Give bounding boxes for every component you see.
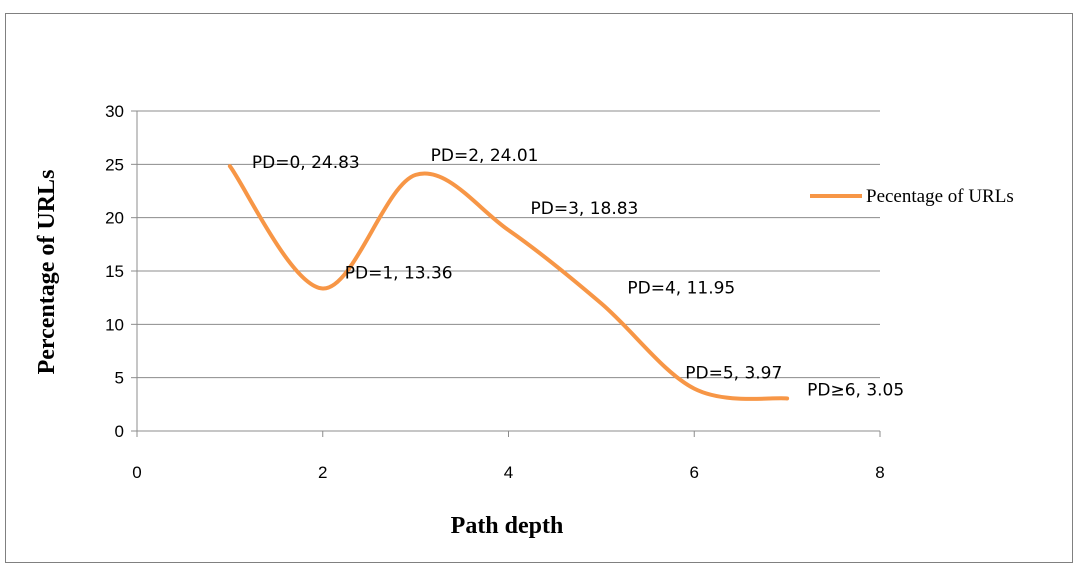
series-line [227, 164, 790, 401]
x-tick-label: 0 [132, 463, 141, 482]
y-tick-label: 15 [105, 262, 124, 281]
y-tick-label: 5 [115, 369, 124, 388]
data-label: PD=5, 3.97 [685, 364, 782, 384]
x-tick-label: 2 [318, 463, 327, 482]
data-label: PD=4, 11.95 [627, 279, 735, 299]
data-label: PD=0, 24.83 [252, 153, 360, 173]
gridlines [137, 110, 880, 379]
series-group [227, 164, 790, 401]
y-tick-label: 0 [115, 422, 124, 441]
y-tick-label: 10 [105, 315, 124, 334]
y-tick-label: 25 [105, 155, 124, 174]
data-labels: PD=0, 24.83 PD=1, 13.36 PD=2, 24.01 PD=3, 1… [252, 146, 904, 401]
x-tick-label: 6 [690, 463, 699, 482]
y-tick-label: 20 [105, 209, 124, 228]
legend-entry: Pecentage of URLs [866, 186, 1014, 207]
y-tick-label: 30 [105, 102, 124, 121]
legend: Pecentage of URLs [810, 186, 1014, 207]
x-tick-labels: 0 2 4 6 8 [132, 463, 884, 482]
x-tick-label: 4 [504, 463, 513, 482]
x-axis-title: Path depth [451, 513, 564, 539]
chart-frame [5, 13, 1073, 563]
y-tick-labels: 0 5 10 15 20 25 30 [105, 102, 124, 441]
data-label: PD=2, 24.01 [431, 146, 539, 166]
data-label: PD≥6, 3.05 [807, 380, 904, 400]
y-axis-title: Percentage of URLs [34, 170, 60, 375]
x-tick-label: 8 [875, 463, 884, 482]
data-label: PD=3, 18.83 [531, 199, 639, 219]
axes [131, 110, 881, 437]
data-label: PD=1, 13.36 [345, 263, 453, 283]
